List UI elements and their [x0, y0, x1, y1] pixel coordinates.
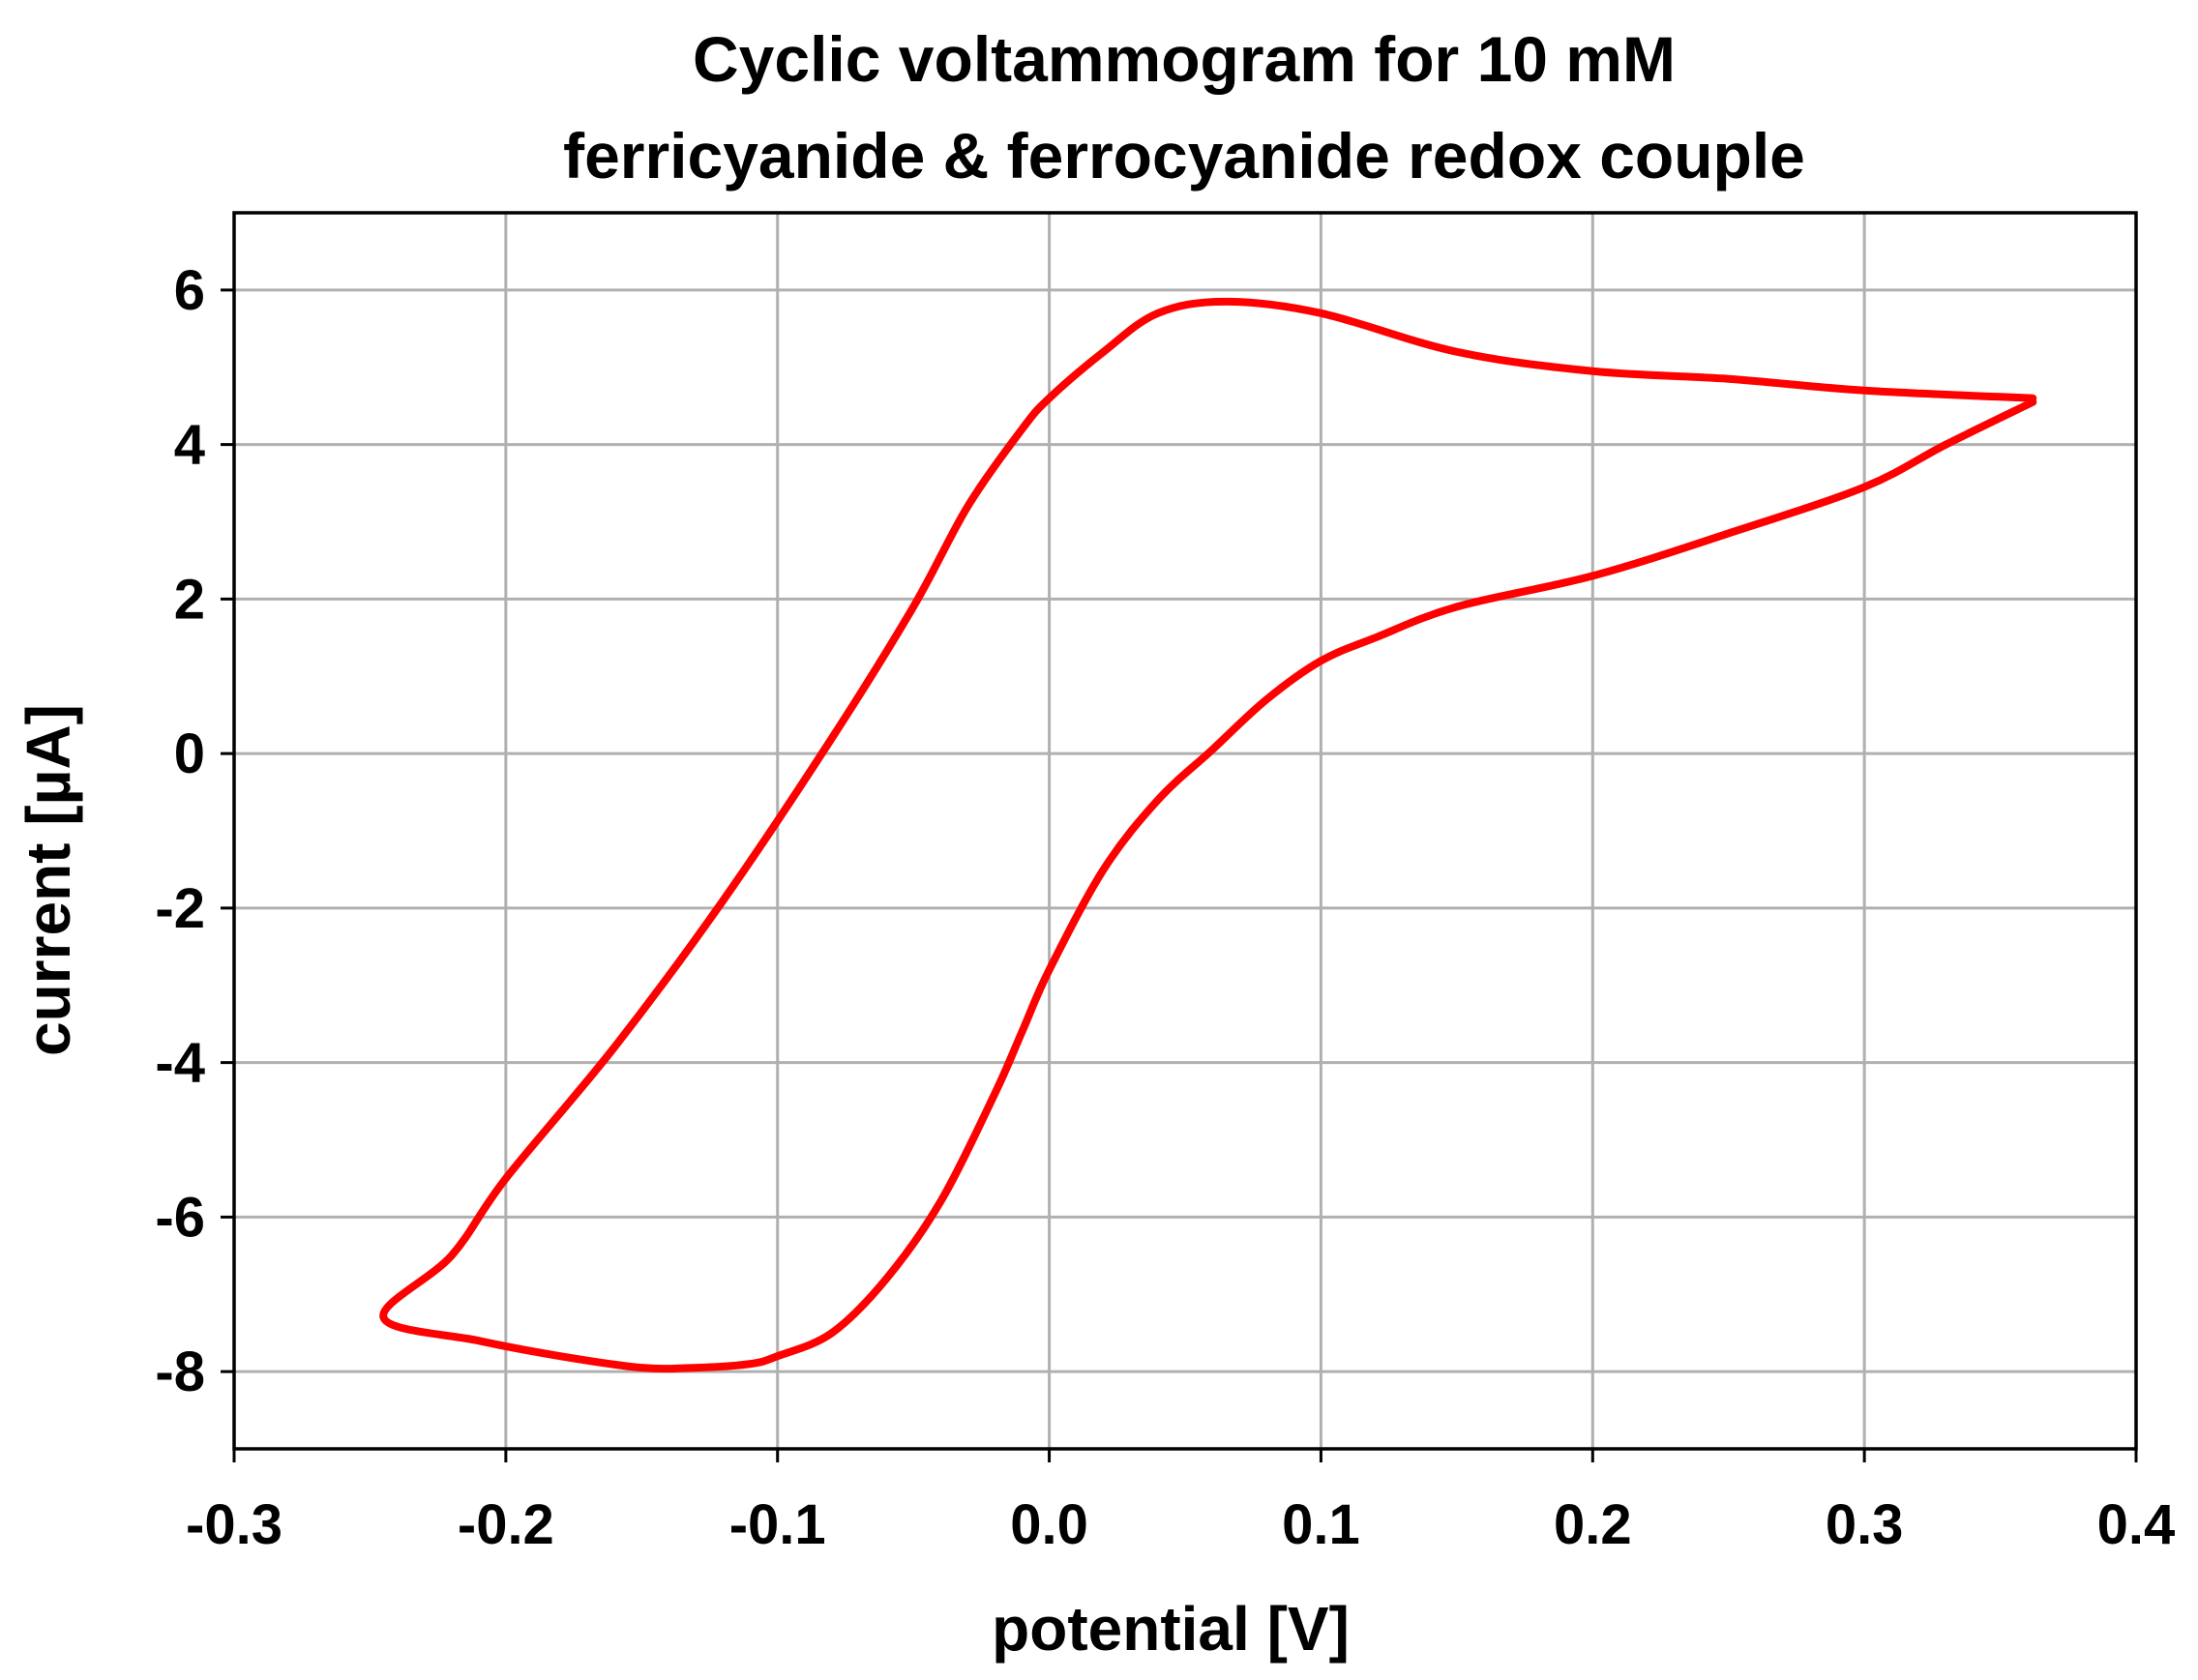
y-axis-label: current [µA] [14, 704, 83, 1056]
y-tick-label: 6 [174, 259, 205, 322]
chart-title: Cyclic voltammogram for 10 mM ferricyani… [563, 23, 1805, 192]
y-tick-label: -2 [155, 877, 205, 940]
x-tick-label: -0.1 [729, 1493, 826, 1556]
tick-labels: -0.3 -0.2 -0.1 0.0 0.1 0.2 0.3 0.4 -8 -6 -4 -2 0 2 4 6 [155, 259, 2175, 1556]
x-tick-label: 0.1 [1282, 1493, 1360, 1556]
cv-series-line [379, 297, 2037, 1373]
y-tick-label: -6 [155, 1186, 205, 1249]
axis-ticks [221, 288, 2138, 1462]
grid-lines [232, 213, 2138, 1449]
data-series [379, 297, 2037, 1373]
x-tick-label: 0.3 [1826, 1493, 1904, 1556]
y-tick-label: 0 [174, 722, 205, 785]
plot-frame [232, 211, 2138, 1451]
y-tick-label: -4 [155, 1032, 205, 1095]
x-tick-label: -0.2 [458, 1493, 554, 1556]
x-tick-label: 0.2 [1554, 1493, 1632, 1556]
chart-title-line-2: ferricyanide & ferrocyanide redox couple [563, 120, 1805, 192]
x-tick-label: 0.0 [1010, 1493, 1088, 1556]
x-tick-label: 0.4 [2097, 1493, 2176, 1556]
chart-title-line-1: Cyclic voltammogram for 10 mM [693, 23, 1676, 95]
y-tick-label: 4 [174, 414, 205, 477]
y-tick-label: -8 [155, 1341, 205, 1403]
x-axis-label: potential [V] [992, 1594, 1350, 1664]
y-tick-label: 2 [174, 568, 205, 631]
x-tick-label: -0.3 [186, 1493, 282, 1556]
